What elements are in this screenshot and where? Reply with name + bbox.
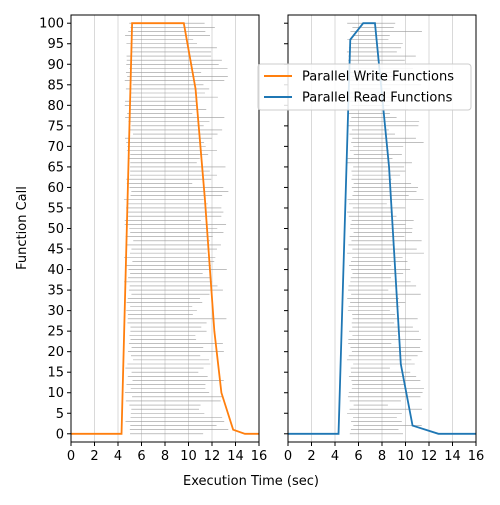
y-tick-label: 55 xyxy=(47,201,64,216)
x-tick-label: 6 xyxy=(137,449,145,464)
x-tick-label: 2 xyxy=(307,449,315,464)
y-tick-label: 20 xyxy=(47,345,64,360)
x-tick-label: 14 xyxy=(444,449,461,464)
legend-entry: Parallel Write Functions xyxy=(302,70,454,85)
y-tick-label: 35 xyxy=(47,284,64,299)
x-tick-label: 10 xyxy=(180,449,197,464)
y-tick-label: 85 xyxy=(47,78,64,93)
x-tick-label: 16 xyxy=(251,449,268,464)
left-panel: 0 2 4 6 8 10 12 14 16051015202530354045505560657… xyxy=(39,14,268,464)
x-tick-label: 4 xyxy=(114,449,122,464)
y-tick-label: 65 xyxy=(47,160,64,175)
x-axis-label: Execution Time (sec) xyxy=(183,474,319,489)
y-tick-label: 50 xyxy=(47,222,64,237)
x-tick-label: 12 xyxy=(421,449,438,464)
y-tick-label: 10 xyxy=(47,386,64,401)
y-tick-label: 0 xyxy=(56,427,64,442)
y-tick-label: 95 xyxy=(47,37,64,52)
x-tick-label: 0 xyxy=(67,449,75,464)
x-tick-label: 12 xyxy=(204,449,221,464)
y-tick-label: 15 xyxy=(47,366,64,381)
x-tick-label: 4 xyxy=(331,449,339,464)
y-tick-label: 100 xyxy=(39,17,64,32)
y-tick-label: 25 xyxy=(47,325,64,340)
y-tick-label: 80 xyxy=(47,99,64,114)
legend: Parallel Write Functions Parallel Read Fu… xyxy=(257,63,472,111)
x-tick-label: 10 xyxy=(397,449,414,464)
y-tick-label: 75 xyxy=(47,119,64,134)
y-tick-label: 60 xyxy=(47,181,64,196)
y-tick-label: 70 xyxy=(47,140,64,155)
x-tick-label: 2 xyxy=(90,449,98,464)
legend-entry: Parallel Read Functions xyxy=(302,91,453,106)
y-tick-label: 5 xyxy=(56,407,64,422)
y-tick-label: 40 xyxy=(47,263,64,278)
series-line xyxy=(71,22,259,435)
x-tick-label: 8 xyxy=(378,449,386,464)
x-tick-label: 6 xyxy=(354,449,362,464)
x-tick-label: 14 xyxy=(227,449,244,464)
legend-box xyxy=(257,63,472,111)
x-tick-label: 8 xyxy=(161,449,169,464)
y-tick-label: 90 xyxy=(47,58,64,73)
y-axis-label: Function Call xyxy=(15,186,30,270)
y-tick-label: 45 xyxy=(47,243,64,258)
x-tick-label: 16 xyxy=(468,449,485,464)
y-tick-label: 30 xyxy=(47,304,64,319)
x-tick-label: 0 xyxy=(284,449,292,464)
